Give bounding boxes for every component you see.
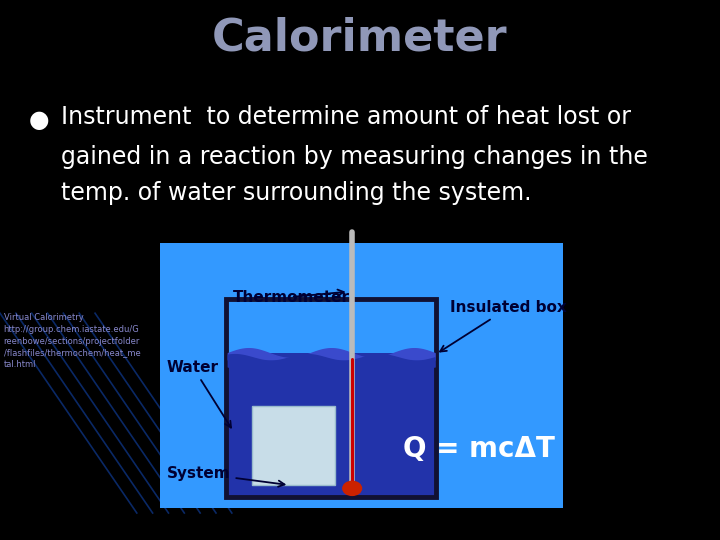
Text: gained in a reaction by measuring changes in the: gained in a reaction by measuring change… (61, 145, 648, 168)
Text: Insulated box: Insulated box (440, 300, 567, 352)
Bar (160, 243, 563, 508)
Text: Virtual Calorimetry
http://group.chem.iastate.edu/G
reenbowe/sections/projectfol: Virtual Calorimetry http://group.chem.ia… (4, 313, 140, 369)
Text: Calorimeter: Calorimeter (212, 16, 508, 59)
Text: temp. of water surrounding the system.: temp. of water surrounding the system. (61, 181, 531, 205)
Text: Instrument  to determine amount of heat lost or: Instrument to determine amount of heat l… (61, 105, 631, 129)
Text: System: System (167, 465, 284, 487)
Text: Q = mcΔT: Q = mcΔT (403, 435, 555, 463)
Text: Thermometer: Thermometer (233, 289, 349, 305)
Circle shape (343, 481, 361, 495)
Bar (228, 353, 435, 496)
Text: Water: Water (167, 360, 231, 428)
Text: ●: ● (29, 108, 50, 132)
Bar (251, 406, 336, 485)
Bar (226, 299, 436, 497)
